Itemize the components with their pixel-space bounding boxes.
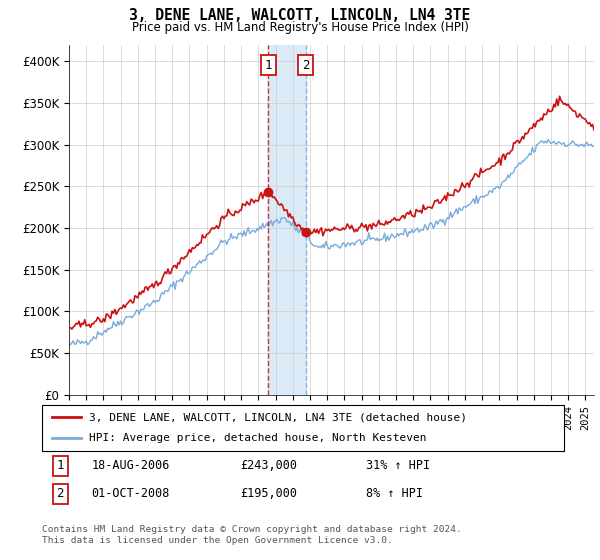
Text: 31% ↑ HPI: 31% ↑ HPI [365, 459, 430, 473]
Bar [268, 45, 305, 395]
Text: 3, DENE LANE, WALCOTT, LINCOLN, LN4 3TE (detached house): 3, DENE LANE, WALCOTT, LINCOLN, LN4 3TE … [89, 412, 467, 422]
Text: HPI: Average price, detached house, North Kesteven: HPI: Average price, detached house, Nort… [89, 433, 427, 444]
Text: 8% ↑ HPI: 8% ↑ HPI [365, 487, 422, 501]
Text: 18-AUG-2006: 18-AUG-2006 [92, 459, 170, 473]
Text: 1: 1 [265, 59, 272, 72]
Text: £243,000: £243,000 [241, 459, 298, 473]
Text: 2: 2 [302, 59, 310, 72]
Text: 2: 2 [56, 487, 64, 501]
FancyBboxPatch shape [42, 405, 564, 451]
Text: £195,000: £195,000 [241, 487, 298, 501]
Text: Contains HM Land Registry data © Crown copyright and database right 2024.
This d: Contains HM Land Registry data © Crown c… [42, 525, 462, 545]
Text: 3, DENE LANE, WALCOTT, LINCOLN, LN4 3TE: 3, DENE LANE, WALCOTT, LINCOLN, LN4 3TE [130, 8, 470, 24]
Text: 01-OCT-2008: 01-OCT-2008 [92, 487, 170, 501]
Text: Price paid vs. HM Land Registry's House Price Index (HPI): Price paid vs. HM Land Registry's House … [131, 21, 469, 34]
Text: 1: 1 [56, 459, 64, 473]
